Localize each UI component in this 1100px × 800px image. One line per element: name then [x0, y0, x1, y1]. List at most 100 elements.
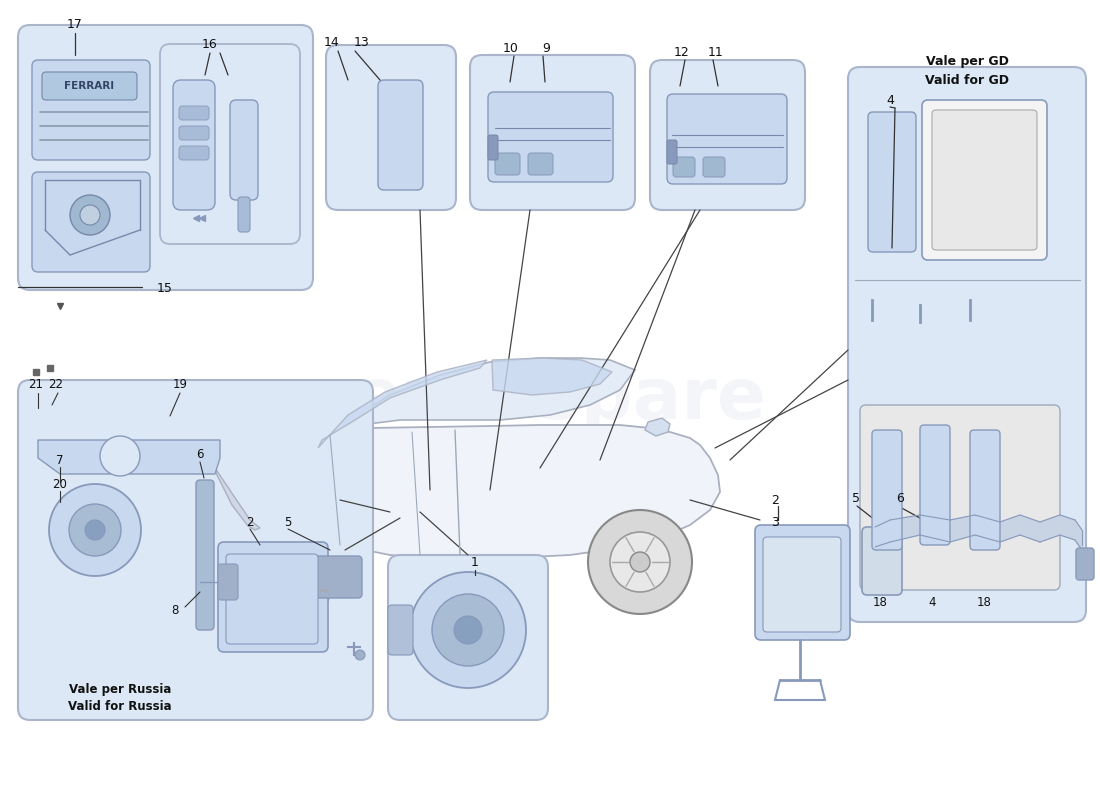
FancyBboxPatch shape — [495, 153, 520, 175]
Polygon shape — [310, 358, 635, 455]
Polygon shape — [1020, 515, 1040, 542]
FancyBboxPatch shape — [932, 110, 1037, 250]
Text: Valid for Russia: Valid for Russia — [68, 701, 172, 714]
FancyBboxPatch shape — [18, 380, 373, 720]
Text: passione 1985: passione 1985 — [418, 441, 702, 479]
FancyBboxPatch shape — [173, 80, 214, 210]
Polygon shape — [950, 515, 975, 542]
FancyBboxPatch shape — [488, 92, 613, 182]
FancyBboxPatch shape — [667, 94, 786, 184]
FancyBboxPatch shape — [218, 542, 328, 652]
FancyBboxPatch shape — [388, 555, 548, 720]
Circle shape — [69, 504, 121, 556]
Text: Valid for GD: Valid for GD — [925, 74, 1009, 86]
FancyBboxPatch shape — [650, 60, 805, 210]
FancyBboxPatch shape — [32, 172, 150, 272]
Text: Vale per Russia: Vale per Russia — [69, 683, 172, 697]
Text: 5: 5 — [284, 515, 292, 529]
Text: 4: 4 — [887, 94, 894, 106]
Circle shape — [410, 572, 526, 688]
Circle shape — [50, 484, 141, 576]
FancyBboxPatch shape — [42, 72, 138, 100]
Polygon shape — [1000, 515, 1020, 542]
Text: 6: 6 — [896, 491, 904, 505]
FancyBboxPatch shape — [755, 525, 850, 640]
FancyBboxPatch shape — [238, 197, 250, 232]
Text: 6: 6 — [196, 449, 204, 462]
Text: FERRARI: FERRARI — [64, 81, 114, 91]
FancyBboxPatch shape — [488, 135, 498, 160]
Text: 7: 7 — [56, 454, 64, 466]
FancyBboxPatch shape — [160, 44, 300, 244]
FancyBboxPatch shape — [922, 100, 1047, 260]
Circle shape — [85, 520, 104, 540]
Circle shape — [248, 538, 352, 642]
Polygon shape — [890, 515, 920, 542]
FancyBboxPatch shape — [868, 112, 916, 252]
Polygon shape — [920, 515, 950, 542]
Text: 17: 17 — [67, 18, 82, 31]
Text: 19: 19 — [173, 378, 187, 390]
Text: 15: 15 — [157, 282, 173, 294]
Text: 5: 5 — [852, 491, 860, 505]
Polygon shape — [874, 520, 890, 547]
Text: 13: 13 — [354, 37, 370, 50]
Polygon shape — [212, 425, 720, 560]
FancyBboxPatch shape — [388, 605, 412, 655]
FancyBboxPatch shape — [314, 556, 362, 598]
Text: 14: 14 — [324, 37, 340, 50]
Text: 4: 4 — [928, 595, 936, 609]
FancyBboxPatch shape — [862, 527, 902, 595]
FancyBboxPatch shape — [970, 430, 1000, 550]
Text: 22: 22 — [48, 378, 64, 390]
Polygon shape — [214, 468, 260, 530]
Text: Vale per GD: Vale per GD — [925, 55, 1009, 69]
FancyBboxPatch shape — [1076, 548, 1094, 580]
FancyBboxPatch shape — [920, 425, 950, 545]
Polygon shape — [1060, 515, 1075, 540]
Circle shape — [355, 650, 365, 660]
FancyBboxPatch shape — [470, 55, 635, 210]
Circle shape — [432, 594, 504, 666]
FancyBboxPatch shape — [763, 537, 842, 632]
Circle shape — [610, 532, 670, 592]
Polygon shape — [975, 515, 1000, 542]
FancyBboxPatch shape — [848, 67, 1086, 622]
Circle shape — [70, 195, 110, 235]
FancyBboxPatch shape — [218, 564, 238, 600]
FancyBboxPatch shape — [196, 480, 214, 630]
Text: 2: 2 — [246, 515, 254, 529]
Text: 10: 10 — [503, 42, 519, 54]
Circle shape — [290, 580, 310, 600]
Circle shape — [630, 552, 650, 572]
FancyBboxPatch shape — [326, 45, 456, 210]
Circle shape — [270, 560, 330, 620]
Polygon shape — [645, 418, 670, 436]
Text: eurospare: eurospare — [353, 366, 767, 434]
Circle shape — [588, 510, 692, 614]
Text: 18: 18 — [872, 595, 888, 609]
Text: 3: 3 — [771, 515, 779, 529]
FancyBboxPatch shape — [673, 157, 695, 177]
Text: 18: 18 — [977, 595, 991, 609]
FancyBboxPatch shape — [528, 153, 553, 175]
Polygon shape — [492, 358, 612, 395]
FancyBboxPatch shape — [378, 80, 424, 190]
Text: 11: 11 — [708, 46, 724, 58]
Text: 8: 8 — [172, 603, 178, 617]
FancyBboxPatch shape — [667, 140, 676, 164]
FancyBboxPatch shape — [32, 60, 150, 160]
Text: 12: 12 — [674, 46, 690, 58]
FancyBboxPatch shape — [18, 25, 314, 290]
Polygon shape — [1075, 520, 1082, 550]
FancyBboxPatch shape — [230, 100, 258, 200]
FancyBboxPatch shape — [860, 405, 1060, 590]
Polygon shape — [1040, 515, 1060, 542]
Polygon shape — [39, 440, 220, 474]
Text: 20: 20 — [53, 478, 67, 490]
FancyBboxPatch shape — [226, 554, 318, 644]
FancyBboxPatch shape — [179, 146, 209, 160]
Text: 21: 21 — [29, 378, 44, 390]
Text: 9: 9 — [542, 42, 550, 54]
Text: 16: 16 — [202, 38, 218, 51]
